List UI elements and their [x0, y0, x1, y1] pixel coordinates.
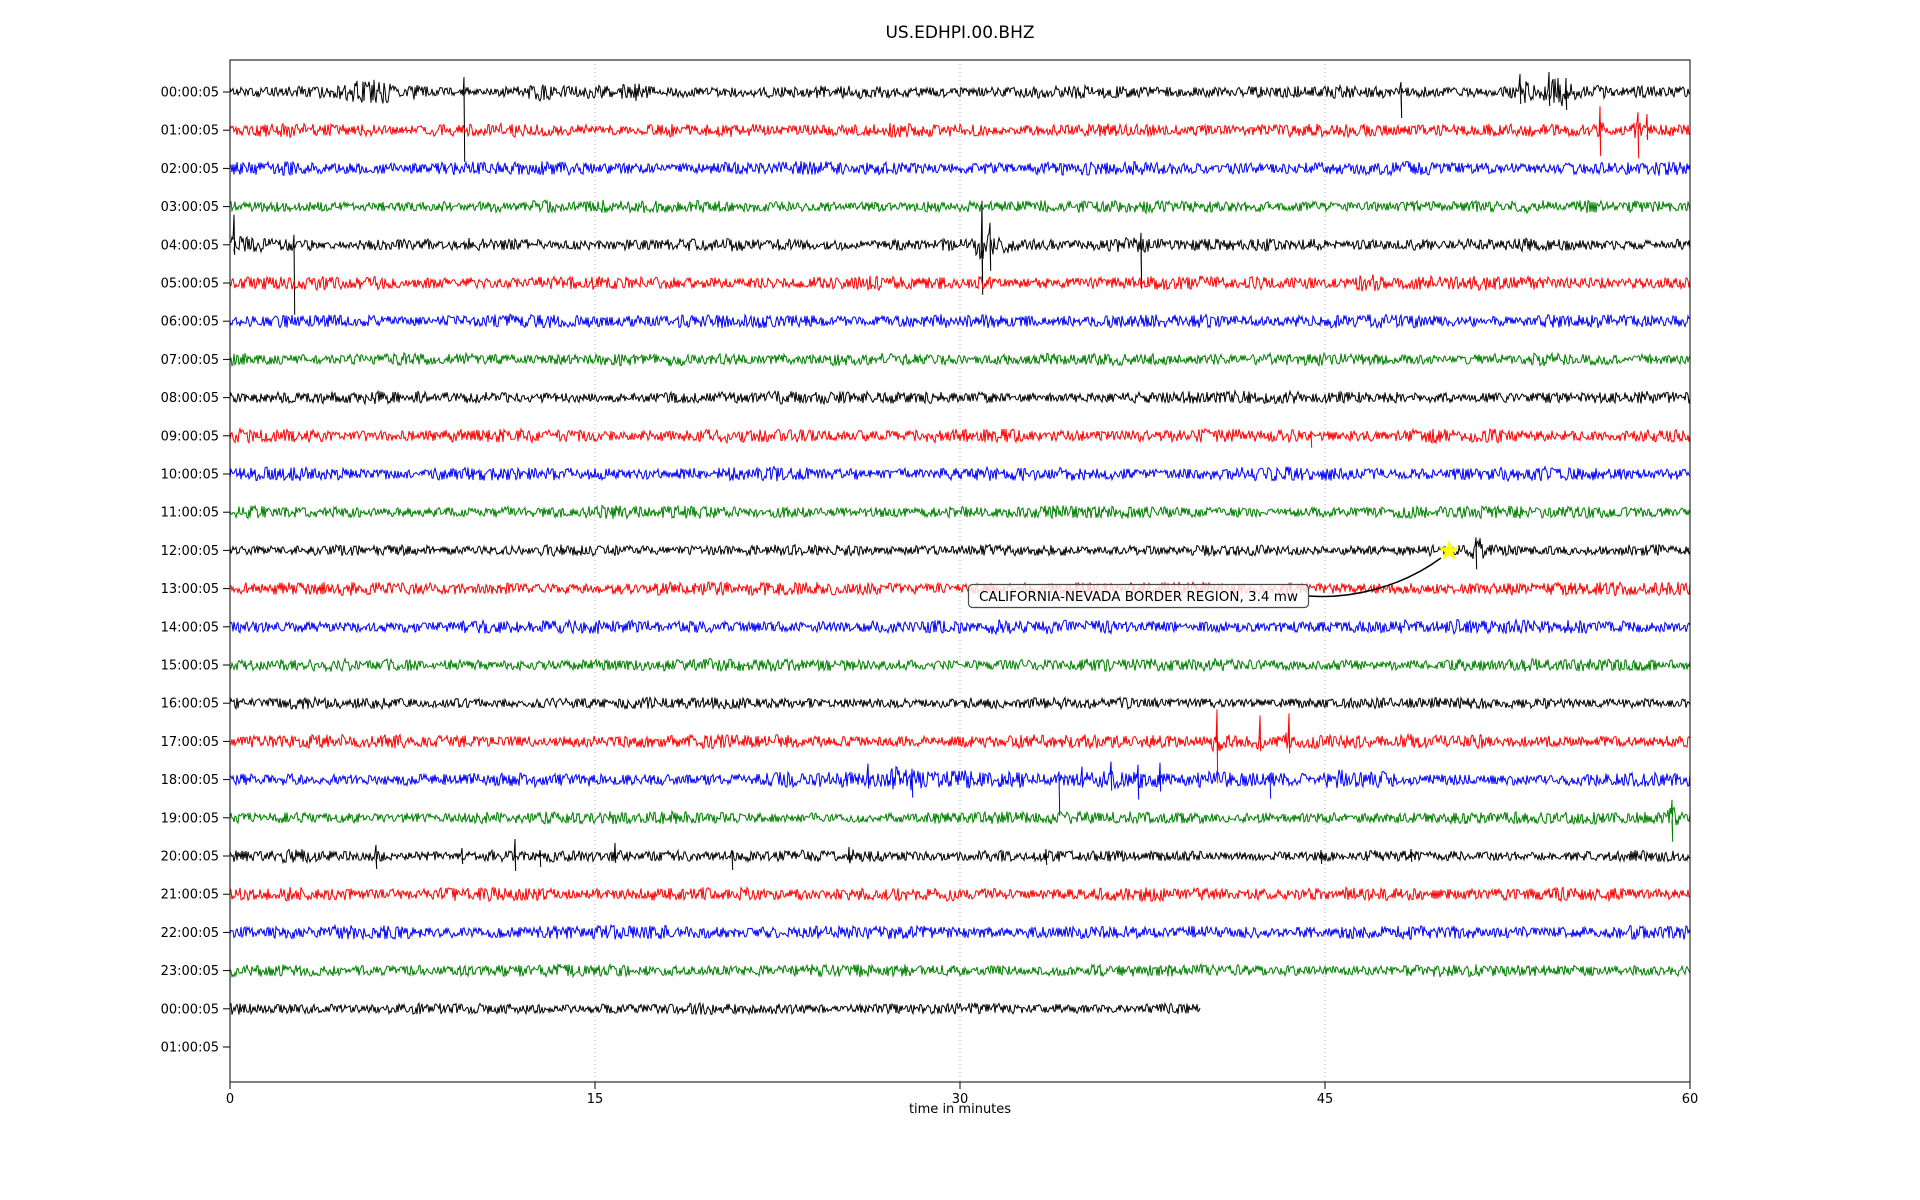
trace-row — [229, 160, 1691, 177]
axes-layer: 0 15 30 45 60 00:00:05 01:00:05 02:00:05 03:00:0… — [161, 59, 1699, 1107]
row-time-label: 05:00:05 — [161, 277, 219, 292]
plot-title: US.EDHPI.00.BHZ — [885, 23, 1034, 43]
trace-row — [229, 962, 1691, 979]
row-time-label: 04:00:05 — [161, 238, 219, 253]
x-tick-label: 15 — [587, 1092, 604, 1107]
trace-row — [229, 761, 1691, 816]
trace-row — [229, 885, 1691, 903]
row-time-label: 13:00:05 — [161, 582, 219, 597]
trace-row — [229, 351, 1691, 368]
row-time-label: 20:00:05 — [161, 850, 219, 865]
row-time-label: 16:00:05 — [161, 697, 219, 712]
row-time-label: 02:00:05 — [161, 162, 219, 177]
row-time-label: 01:00:05 — [161, 124, 219, 139]
x-tick-label: 60 — [1682, 1092, 1699, 1107]
row-time-label: 18:00:05 — [161, 773, 219, 788]
row-time-label: 15:00:05 — [161, 659, 219, 674]
trace-row — [229, 580, 1691, 597]
annotation-box — [967, 583, 1310, 609]
trace-row — [229, 923, 1691, 941]
trace-row — [229, 389, 1691, 406]
row-time-label: 00:00:05 — [161, 1002, 219, 1017]
row-time-label: 17:00:05 — [161, 735, 219, 750]
trace-row — [229, 657, 1691, 673]
row-time-label: 00:00:05 — [161, 86, 219, 101]
traces-layer — [229, 71, 1691, 1016]
row-time-label: 14:00:05 — [161, 620, 219, 635]
trace-row — [229, 71, 1691, 163]
annotation-group: CALIFORNIA-NEVADA BORDER REGION, 3.4 mw — [967, 583, 1310, 609]
trace-row — [229, 106, 1691, 159]
trace-row — [229, 838, 1691, 872]
trace-row — [229, 799, 1691, 842]
trace-row — [229, 695, 1691, 711]
trace-row — [229, 199, 1691, 215]
x-tick-label: 45 — [1317, 1092, 1334, 1107]
row-time-label: 19:00:05 — [161, 811, 219, 826]
annotation-connector-line — [1308, 557, 1442, 598]
row-time-label: 10:00:05 — [161, 468, 219, 483]
row-time-label: 01:00:05 — [161, 1041, 219, 1056]
row-time-label: 09:00:05 — [161, 429, 219, 444]
trace-row — [229, 426, 1691, 448]
row-time-label: 21:00:05 — [161, 888, 219, 903]
x-axis-label: time in minutes — [909, 1102, 1011, 1117]
row-time-label: 11:00:05 — [161, 506, 219, 521]
row-time-label: 22:00:05 — [161, 926, 219, 941]
row-time-label: 03:00:05 — [161, 200, 219, 215]
trace-row — [229, 504, 1691, 520]
trace-row — [229, 313, 1691, 329]
row-time-label: 07:00:05 — [161, 353, 219, 368]
event-star-icon — [1438, 539, 1460, 560]
trace-row — [229, 200, 1691, 315]
row-time-label: 08:00:05 — [161, 391, 219, 406]
row-time-label: 06:00:05 — [161, 315, 219, 330]
annotation-text: CALIFORNIA-NEVADA BORDER REGION, 3.4 mw — [979, 589, 1298, 605]
trace-row — [229, 465, 1691, 483]
trace-row — [229, 709, 1691, 784]
row-time-label: 12:00:05 — [161, 544, 219, 559]
trace-row — [229, 1001, 1201, 1016]
x-tick-label: 30 — [952, 1092, 969, 1107]
trace-row — [229, 617, 1691, 636]
x-tick-label: 0 — [226, 1092, 234, 1107]
row-time-label: 23:00:05 — [161, 964, 219, 979]
trace-row — [229, 274, 1691, 292]
